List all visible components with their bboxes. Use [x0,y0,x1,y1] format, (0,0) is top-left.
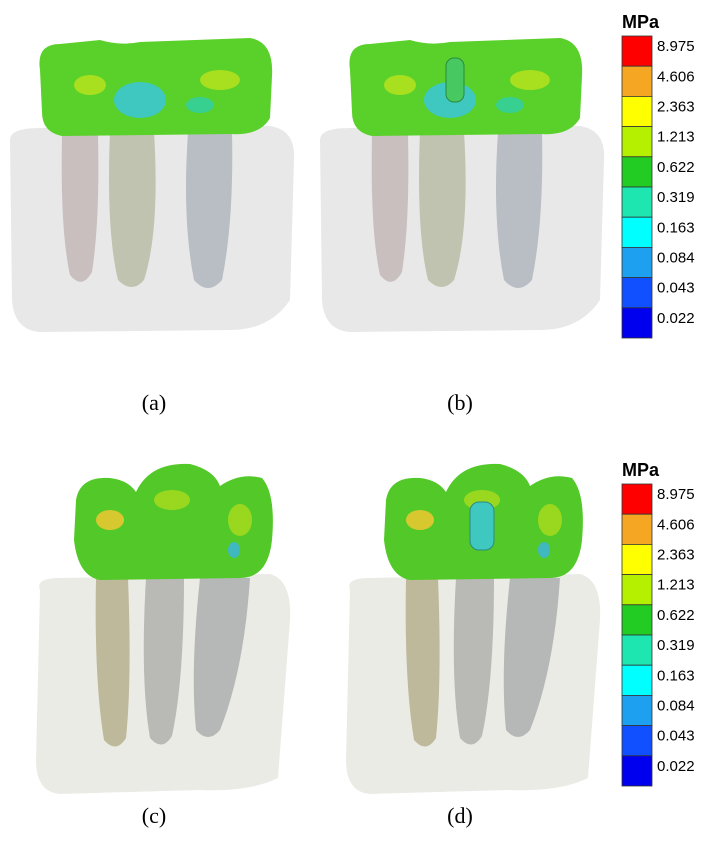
legend-label: 0.163 [657,219,695,236]
legend-swatch [621,513,653,545]
legend-swatch [621,755,653,787]
legend-label: 8.975 [657,486,695,503]
legend-unit: MPa [622,460,660,480]
legend-label: 1.213 [657,129,695,146]
legend-swatch [621,35,653,67]
panel-label: (d) [447,803,473,828]
model-c [36,463,291,794]
legend-swatch [621,216,653,248]
legend-swatch [621,483,653,515]
legend-label: 0.043 [657,728,695,745]
panel-label: (c) [142,803,166,828]
legend-swatch [621,725,653,757]
legend-label: 0.622 [657,159,695,176]
legend-label: 0.319 [657,637,695,654]
legend-label: 2.363 [657,98,695,115]
legend-swatch [621,664,653,696]
legend-label: 8.975 [657,38,695,55]
legend-label: 0.084 [657,697,695,714]
legend-label: 0.163 [657,667,695,684]
legend-label: 0.022 [657,310,695,327]
legend-label: 0.043 [657,280,695,297]
legend-swatch [621,246,653,278]
legend-swatch [621,604,653,636]
model-a [10,38,295,332]
legend-swatch [621,156,653,188]
legend-swatch [621,277,653,309]
legend-label: 2.363 [657,546,695,563]
legend-label: 0.319 [657,189,695,206]
legend-swatch [621,126,653,158]
legend-swatch [621,574,653,606]
legend-swatch [621,186,653,218]
legend-unit: MPa [622,12,660,32]
model-d [346,463,601,794]
panel-label: (b) [447,390,473,415]
legend-label: 4.606 [657,68,695,85]
model-b [320,38,605,332]
legend-swatch [621,96,653,128]
legend-swatch [621,65,653,97]
legend-swatch [621,307,653,339]
legend-label: 4.606 [657,516,695,533]
legend-swatch [621,695,653,727]
panel-label: (a) [142,390,166,415]
legend-swatch [621,634,653,666]
legend-swatch [621,544,653,576]
legend-label: 0.622 [657,607,695,624]
legend-label: 1.213 [657,577,695,594]
legend-label: 0.084 [657,249,695,266]
legend-label: 0.022 [657,758,695,775]
